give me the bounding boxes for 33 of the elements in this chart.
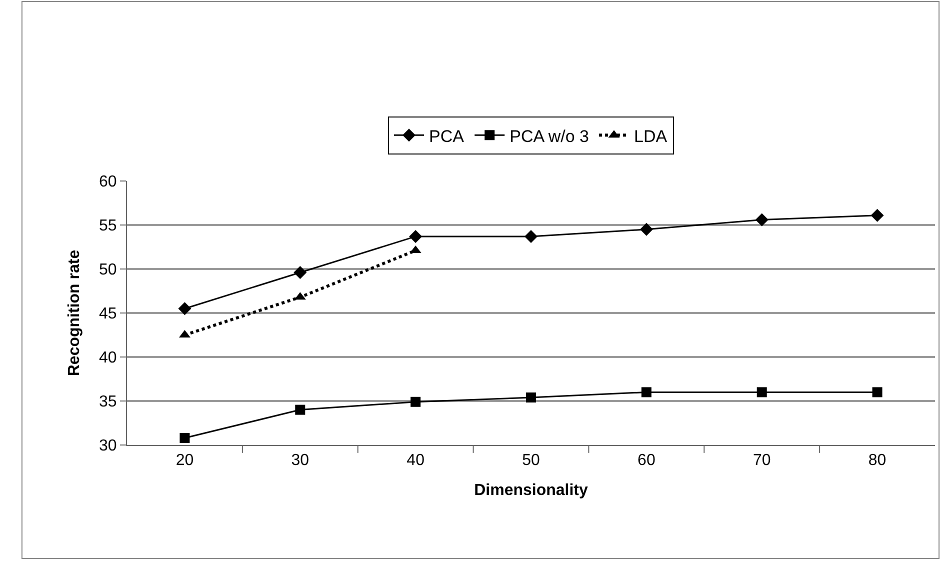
point (294, 266, 307, 280)
y-tick-label: 60 (99, 174, 117, 191)
legend-label: PCA w/o 3 (510, 126, 589, 146)
point (180, 432, 190, 443)
point (755, 213, 768, 226)
legend-label: LDA (634, 126, 668, 146)
x-tick-label: 50 (522, 452, 540, 470)
y-tick-label: 35 (99, 394, 117, 411)
x-tick-label: 40 (406, 452, 425, 470)
y-tick-label: 55 (99, 218, 117, 235)
point (870, 208, 884, 222)
point (756, 387, 767, 398)
y-tick-label: 30 (99, 438, 117, 455)
x-tick-label: 20 (176, 452, 194, 470)
point (524, 230, 538, 243)
y-tick-label: 45 (99, 306, 117, 323)
point (409, 230, 422, 243)
x-tick-label: 60 (638, 452, 656, 470)
point (295, 404, 306, 415)
point (640, 222, 653, 236)
legend-label: PCA (429, 126, 465, 146)
y-axis-title: Recognition rate (66, 250, 83, 376)
x-tick-label: 30 (291, 452, 310, 470)
x-axis-title: Dimensionality (474, 482, 588, 499)
x-tick-label: 70 (752, 452, 771, 470)
point (641, 387, 652, 398)
point (410, 396, 421, 407)
x-tick-label: 80 (868, 452, 886, 470)
point (526, 392, 536, 402)
point (178, 302, 192, 316)
y-tick-label: 40 (99, 350, 117, 367)
y-tick-label: 50 (99, 262, 117, 279)
point (872, 387, 882, 398)
